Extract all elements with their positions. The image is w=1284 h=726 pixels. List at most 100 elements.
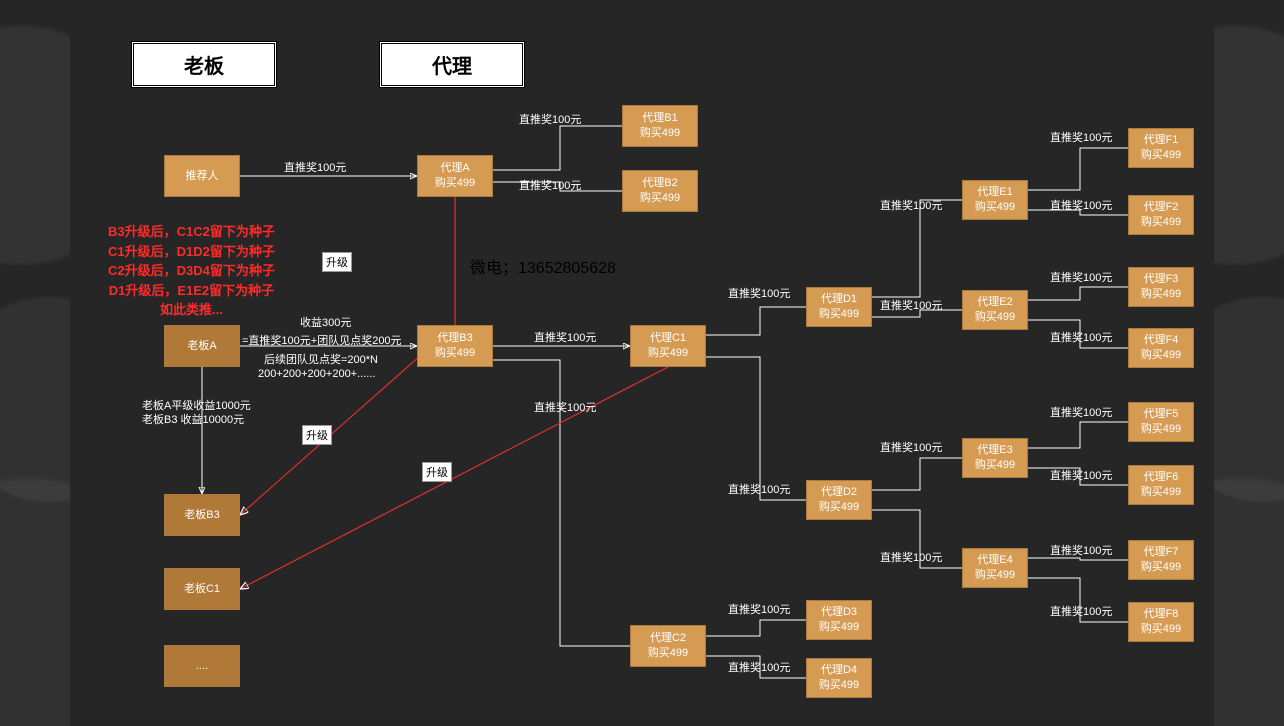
edge-label: 直推奖100元 (880, 198, 942, 215)
node-label: 代理E1 (977, 185, 1012, 200)
edge-label: 直推奖100元 (880, 298, 942, 315)
header-agent-text: 代理 (432, 56, 472, 78)
node-label: 代理B1 (642, 111, 677, 126)
upgrade-label: 升级 (302, 425, 332, 445)
node-agentE1: 代理E1购买499 (962, 180, 1028, 220)
node-sublabel: 购买499 (819, 620, 859, 635)
node-sublabel: 购买499 (975, 568, 1015, 583)
node-agentF6: 代理F6购买499 (1128, 465, 1194, 505)
node-agentA: 代理A购买499 (417, 155, 493, 197)
node-label: 代理F2 (1144, 200, 1179, 215)
edge-label: 直推奖100元 (1050, 468, 1112, 485)
node-label: 代理F6 (1144, 470, 1179, 485)
node-sublabel: 购买499 (975, 458, 1015, 473)
edge-label: 直推奖100元 (728, 482, 790, 499)
node-agentE2: 代理E2购买499 (962, 290, 1028, 330)
income-line: 收益300元 (300, 315, 351, 332)
edge-label: 直推奖100元 (880, 440, 942, 457)
node-agentC2: 代理C2购买499 (630, 625, 706, 667)
edge-label: 直推奖100元 (880, 550, 942, 567)
edge-label: 直推奖100元 (1050, 198, 1112, 215)
decor-left (0, 0, 70, 726)
edge-label: 直推奖100元 (1050, 330, 1112, 347)
edge-label: 直推奖100元 (534, 400, 596, 417)
upgrade-rules-note: B3升级后，C1C2留下为种子 C1升级后，D1D2留下为种子 C2升级后，D3… (108, 222, 275, 320)
node-agentE4: 代理E4购买499 (962, 548, 1028, 588)
node-label: 代理D1 (821, 292, 857, 307)
node-sublabel: 购买499 (435, 346, 475, 361)
node-agentC1: 代理C1购买499 (630, 325, 706, 367)
node-agentD1: 代理D1购买499 (806, 287, 872, 327)
edge-label: 直推奖100元 (728, 660, 790, 677)
node-agentD2: 代理D2购买499 (806, 480, 872, 520)
node-sublabel: 购买499 (975, 310, 1015, 325)
node-referrer: 推荐人 (164, 155, 240, 197)
edge-label: 直推奖100元 (284, 160, 346, 177)
note-line: D1升级后，E1E2留下为种子 (108, 281, 275, 301)
node-label: 代理F4 (1144, 333, 1179, 348)
edge-label: 直推奖100元 (519, 112, 581, 129)
header-boss: 老板 (131, 41, 277, 88)
node-sublabel: 购买499 (1141, 485, 1181, 500)
decor-right (1214, 0, 1284, 726)
node-sublabel: 购买499 (1141, 348, 1181, 363)
note-line: B3升级后，C1C2留下为种子 (108, 222, 275, 242)
edge-label: 直推奖100元 (728, 602, 790, 619)
node-sublabel: 购买499 (975, 200, 1015, 215)
edge-label: 直推奖100元 (1050, 405, 1112, 422)
node-sublabel: 购买499 (648, 346, 688, 361)
node-agentD4: 代理D4购买499 (806, 658, 872, 698)
node-sublabel: 购买499 (819, 500, 859, 515)
header-boss-text: 老板 (184, 56, 224, 78)
node-label: 老板C1 (184, 582, 220, 597)
edge-label: 直推奖100元 (1050, 270, 1112, 287)
node-label: 代理E3 (977, 443, 1012, 458)
node-bossB3: 老板B3 (164, 494, 240, 536)
node-agentD3: 代理D3购买499 (806, 600, 872, 640)
node-sublabel: 购买499 (640, 191, 680, 206)
edge-label: 直推奖100元 (1050, 543, 1112, 560)
node-label: 代理D3 (821, 605, 857, 620)
node-sublabel: 购买499 (640, 126, 680, 141)
node-agentF5: 代理F5购买499 (1128, 402, 1194, 442)
node-label: 代理D2 (821, 485, 857, 500)
node-label: 老板B3 (184, 508, 219, 523)
node-label: 代理C1 (650, 331, 686, 346)
boss-income-line: 老板B3 收益10000元 (142, 412, 244, 429)
watermark-text: 微电；13652805628 (470, 254, 616, 278)
node-label: .... (196, 659, 208, 674)
node-agentF7: 代理F7购买499 (1128, 540, 1194, 580)
node-bossA: 老板A (164, 325, 240, 367)
node-label: 代理A (440, 161, 469, 176)
node-agentF2: 代理F2购买499 (1128, 195, 1194, 235)
edge-label: 直推奖100元 (1050, 130, 1112, 147)
node-label: 代理E2 (977, 295, 1012, 310)
node-agentB2: 代理B2购买499 (622, 170, 698, 212)
diagram-stage: { "colors":{"bg":"#262626","node":"#d59b… (0, 0, 1284, 726)
node-agentF4: 代理F4购买499 (1128, 328, 1194, 368)
note-line: C2升级后，D3D4留下为种子 (108, 261, 275, 281)
node-bossC1: 老板C1 (164, 568, 240, 610)
edge-label: 直推奖100元 (519, 178, 581, 195)
note-line: C1升级后，D1D2留下为种子 (108, 242, 275, 262)
node-sublabel: 购买499 (1141, 287, 1181, 302)
edge-label: 直推奖100元 (1050, 604, 1112, 621)
node-agentE3: 代理E3购买499 (962, 438, 1028, 478)
node-label: 代理F5 (1144, 407, 1179, 422)
node-agentB1: 代理B1购买499 (622, 105, 698, 147)
node-label: 代理B3 (437, 331, 472, 346)
node-sublabel: 购买499 (819, 678, 859, 693)
edge-label: 直推奖100元 (728, 286, 790, 303)
upgrade-label: 升级 (422, 462, 452, 482)
node-sublabel: 购买499 (1141, 422, 1181, 437)
node-bossMore: .... (164, 645, 240, 687)
node-label: 代理C2 (650, 631, 686, 646)
edge-label: 直推奖100元 (534, 330, 596, 347)
node-label: 代理B2 (642, 176, 677, 191)
node-label: 代理F8 (1144, 607, 1179, 622)
node-label: 推荐人 (186, 169, 219, 184)
formula-line: =直推奖100元+团队见点奖200元 (242, 333, 402, 350)
node-label: 代理D4 (821, 663, 857, 678)
node-label: 代理F3 (1144, 272, 1179, 287)
node-sublabel: 购买499 (1141, 622, 1181, 637)
